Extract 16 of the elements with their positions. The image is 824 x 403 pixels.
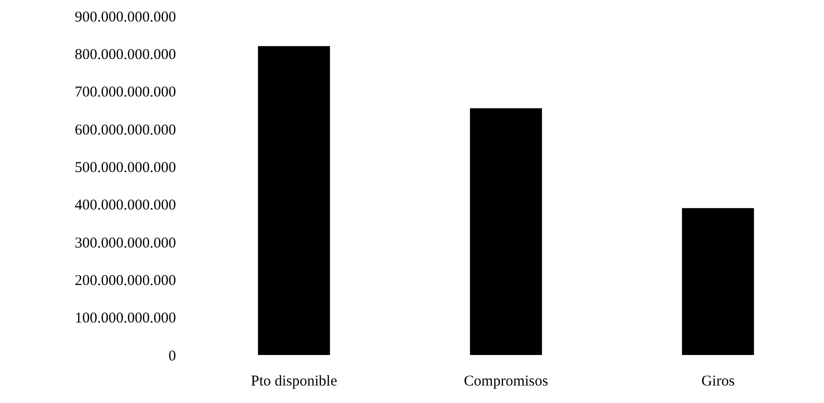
y-tick-label: 400.000.000.000 [74,198,176,214]
y-tick-label: 800.000.000.000 [74,46,176,63]
y-tick-label: 600.000.000.000 [74,122,176,138]
y-tick-label: 100.000.000.000 [74,310,176,327]
x-tick-label: Pto disponible [250,374,338,390]
x-tick-label: Giros [701,374,735,390]
bar [682,208,754,355]
y-tick-label: 200.000.000.000 [74,272,176,289]
y-tick-label: 300.000.000.000 [74,235,176,252]
y-tick-label: 500.000.000.000 [74,160,176,176]
y-tick-label: 0 [168,348,176,364]
bar [470,108,542,355]
y-tick-label: 900.000.000.000 [74,9,176,26]
x-tick-label: Compromisos [464,374,548,390]
y-tick-label: 700.000.000.000 [74,84,176,101]
bar [258,46,330,355]
